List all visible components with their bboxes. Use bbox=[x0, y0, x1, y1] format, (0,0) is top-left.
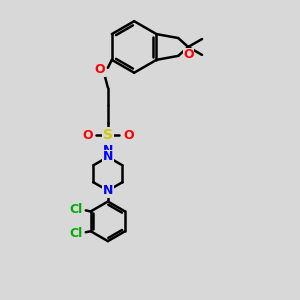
Text: O: O bbox=[82, 129, 93, 142]
Text: O: O bbox=[183, 48, 194, 62]
Text: N: N bbox=[103, 184, 113, 197]
Text: O: O bbox=[123, 129, 134, 142]
Text: S: S bbox=[103, 128, 113, 142]
Text: N: N bbox=[103, 150, 113, 164]
Text: N: N bbox=[103, 143, 113, 157]
Text: O: O bbox=[94, 63, 105, 76]
Text: Cl: Cl bbox=[70, 227, 83, 240]
Text: Cl: Cl bbox=[70, 203, 83, 216]
